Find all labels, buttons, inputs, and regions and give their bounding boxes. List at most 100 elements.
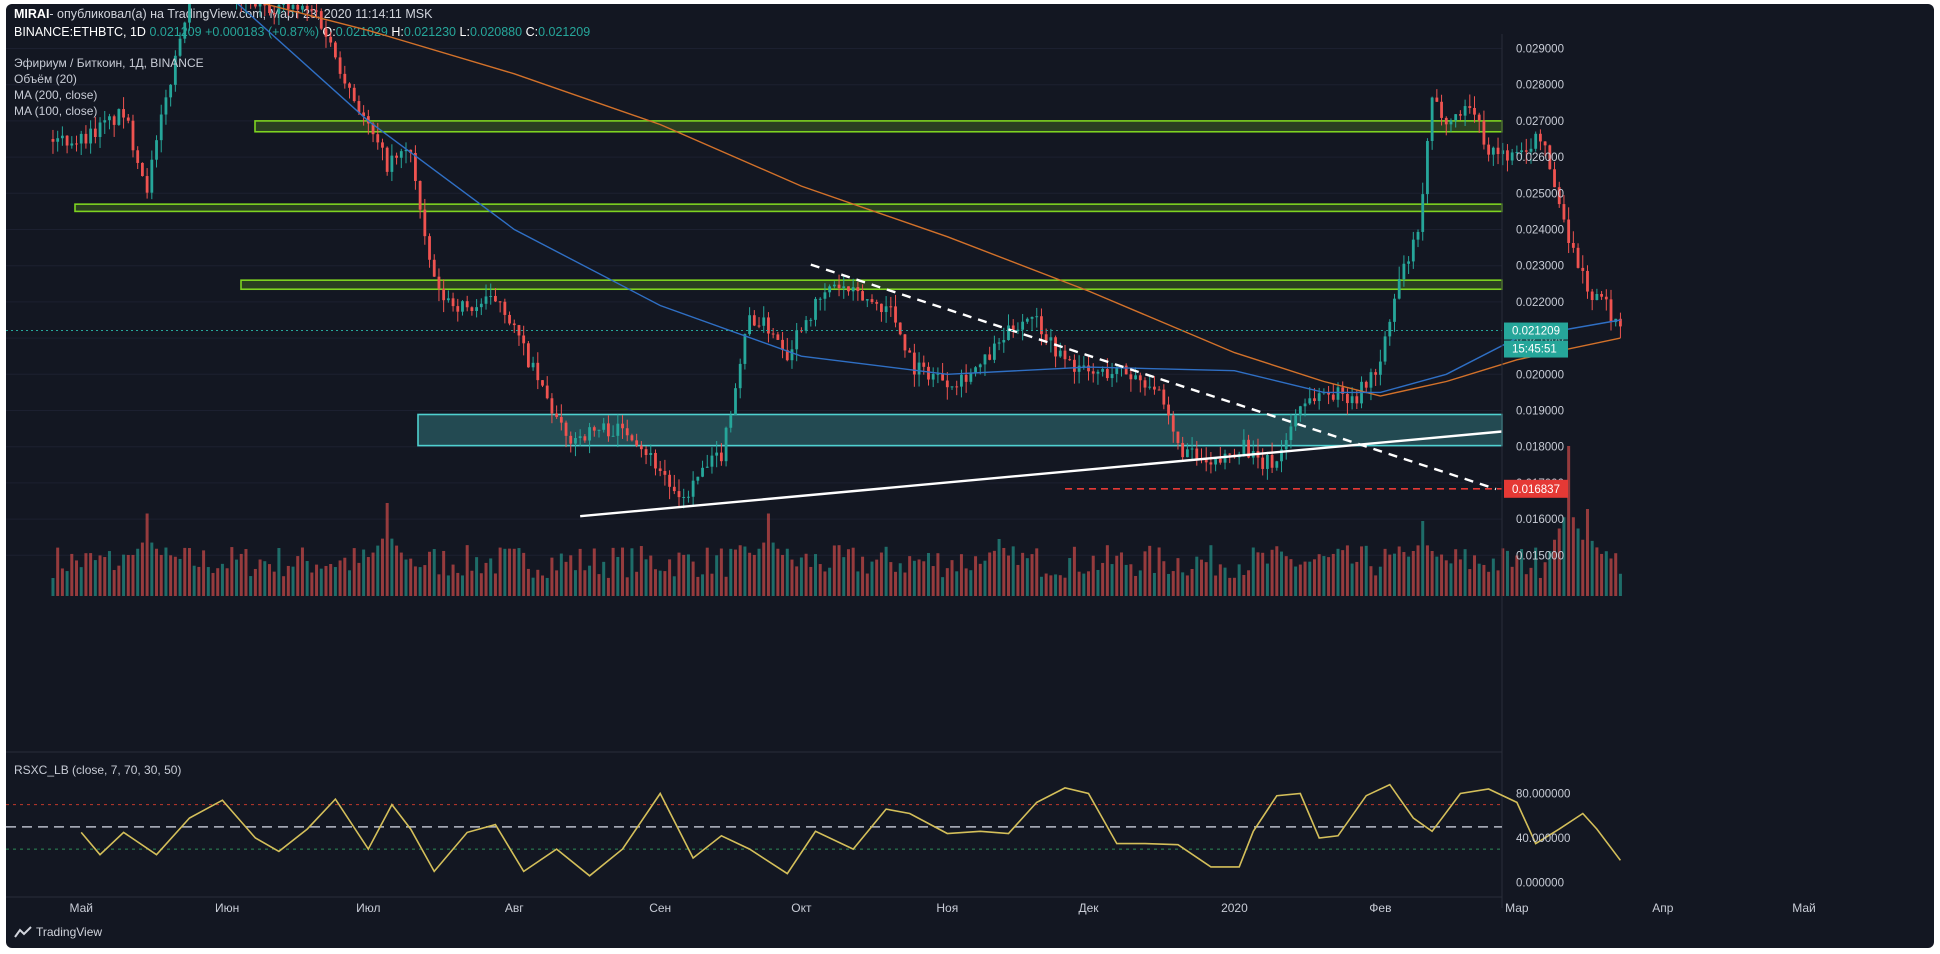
- volume-bar: [630, 548, 634, 596]
- volume-bar: [1312, 559, 1316, 596]
- volume-bar: [282, 576, 286, 596]
- volume-bar: [65, 571, 69, 596]
- volume-bar: [1105, 545, 1109, 596]
- volume-bar: [508, 548, 512, 596]
- volume-bar: [362, 549, 366, 596]
- volume-bar: [559, 553, 563, 596]
- candle-body: [1407, 261, 1411, 264]
- volume-bar: [870, 561, 874, 596]
- candle-body: [112, 116, 116, 125]
- volume-bar: [418, 567, 422, 596]
- volume-bar: [1618, 573, 1622, 596]
- candle-body: [126, 117, 130, 121]
- volume-bar: [98, 555, 102, 596]
- candle-body: [178, 38, 182, 56]
- candle-body: [1496, 147, 1500, 155]
- volume-bar: [225, 568, 229, 596]
- candle-body: [1157, 389, 1161, 391]
- volume-bar: [729, 548, 733, 596]
- volume-bar: [861, 556, 865, 596]
- publish-text: - опубликовал(а) на TradingView.com, Мар…: [49, 7, 433, 21]
- candle-body: [1176, 431, 1180, 443]
- candle-body: [1473, 107, 1476, 115]
- volume-bar: [894, 571, 898, 596]
- zones: [74, 120, 1503, 447]
- candle-body: [282, 4, 286, 5]
- tradingview-logo[interactable]: TradingView: [14, 925, 102, 939]
- candle-body: [315, 10, 318, 12]
- low-label: L:: [459, 25, 470, 39]
- volume-bar: [291, 566, 295, 596]
- time-tick-label: Фев: [1369, 901, 1391, 915]
- volume-bar: [555, 570, 559, 596]
- candle-body: [1595, 294, 1599, 301]
- volume-bar: [107, 551, 111, 596]
- volume-bar: [348, 570, 352, 596]
- volume-bar: [781, 554, 785, 596]
- candle-body: [1134, 375, 1137, 380]
- candle-body: [974, 367, 977, 373]
- candle-body: [296, 4, 300, 10]
- volume-bar: [51, 577, 55, 596]
- volume-bar: [809, 566, 813, 596]
- symbol-label[interactable]: BINANCE:ETHBTC, 1D: [14, 25, 146, 39]
- volume-bar: [1397, 546, 1401, 596]
- volume-bar: [380, 538, 384, 596]
- volume-bar: [1077, 571, 1081, 596]
- volume-bar: [235, 559, 239, 596]
- candle-body: [150, 159, 154, 193]
- volume-bar: [1501, 548, 1505, 596]
- rsi-legend[interactable]: RSXC_LB (close, 7, 70, 30, 50): [14, 763, 182, 777]
- volume-bar: [1242, 574, 1246, 596]
- candle-body: [461, 301, 464, 312]
- volume-bar: [479, 573, 483, 596]
- candle-body: [884, 306, 888, 313]
- candle-body: [1317, 393, 1321, 402]
- candle-body: [305, 5, 309, 10]
- price-chart[interactable]: 0.0150000.0160000.0170000.0180000.019000…: [6, 4, 1934, 948]
- candle-body: [1284, 440, 1288, 450]
- candle-body: [423, 209, 427, 237]
- candle-body: [1143, 380, 1147, 388]
- candle-body: [1044, 334, 1048, 341]
- candle-body: [1477, 114, 1481, 121]
- legend-title[interactable]: Эфириум / Биткоин, 1Д, BINANCE: [14, 56, 204, 70]
- volume-bar: [1025, 558, 1029, 596]
- volume-bar: [1087, 571, 1091, 596]
- candle-body: [734, 388, 737, 415]
- volume-bar: [272, 571, 276, 596]
- legend-ma200[interactable]: MA (200, close): [14, 88, 98, 102]
- volume-bar: [1195, 556, 1199, 596]
- candle-body: [1185, 449, 1189, 458]
- author-name[interactable]: MIRAI: [14, 7, 50, 21]
- volume-bar: [573, 570, 577, 596]
- candle-body: [1581, 267, 1585, 271]
- volume-bar: [710, 573, 714, 596]
- candle-body: [371, 123, 375, 135]
- volume-bar: [635, 571, 639, 596]
- volume-bar: [1600, 553, 1604, 596]
- legend-volume[interactable]: Объём (20): [14, 72, 77, 86]
- volume-bar: [1303, 561, 1307, 596]
- ma100-line: [236, 4, 1621, 394]
- price-tick-label: 0.023000: [1516, 261, 1564, 273]
- last-price-label: 0.021209: [1512, 326, 1560, 338]
- volume-bar: [1458, 559, 1462, 596]
- legend-ma100[interactable]: MA (100, close): [14, 104, 98, 118]
- volume-bar: [974, 556, 978, 596]
- volume-bar: [310, 572, 314, 596]
- candle-body: [277, 4, 281, 15]
- volume-bar: [136, 548, 140, 596]
- volume-bar: [705, 547, 709, 596]
- volume-bar: [470, 570, 474, 596]
- volume-bar: [1284, 556, 1288, 596]
- candle-body: [964, 374, 968, 382]
- volume-bar: [814, 554, 818, 596]
- volume-bar: [616, 556, 620, 596]
- volume-bar: [771, 542, 775, 596]
- candle-body: [569, 435, 573, 444]
- volume-bar: [395, 545, 399, 596]
- volume-bar: [409, 558, 413, 596]
- volume-bar: [1571, 517, 1575, 596]
- candle-body: [988, 354, 992, 360]
